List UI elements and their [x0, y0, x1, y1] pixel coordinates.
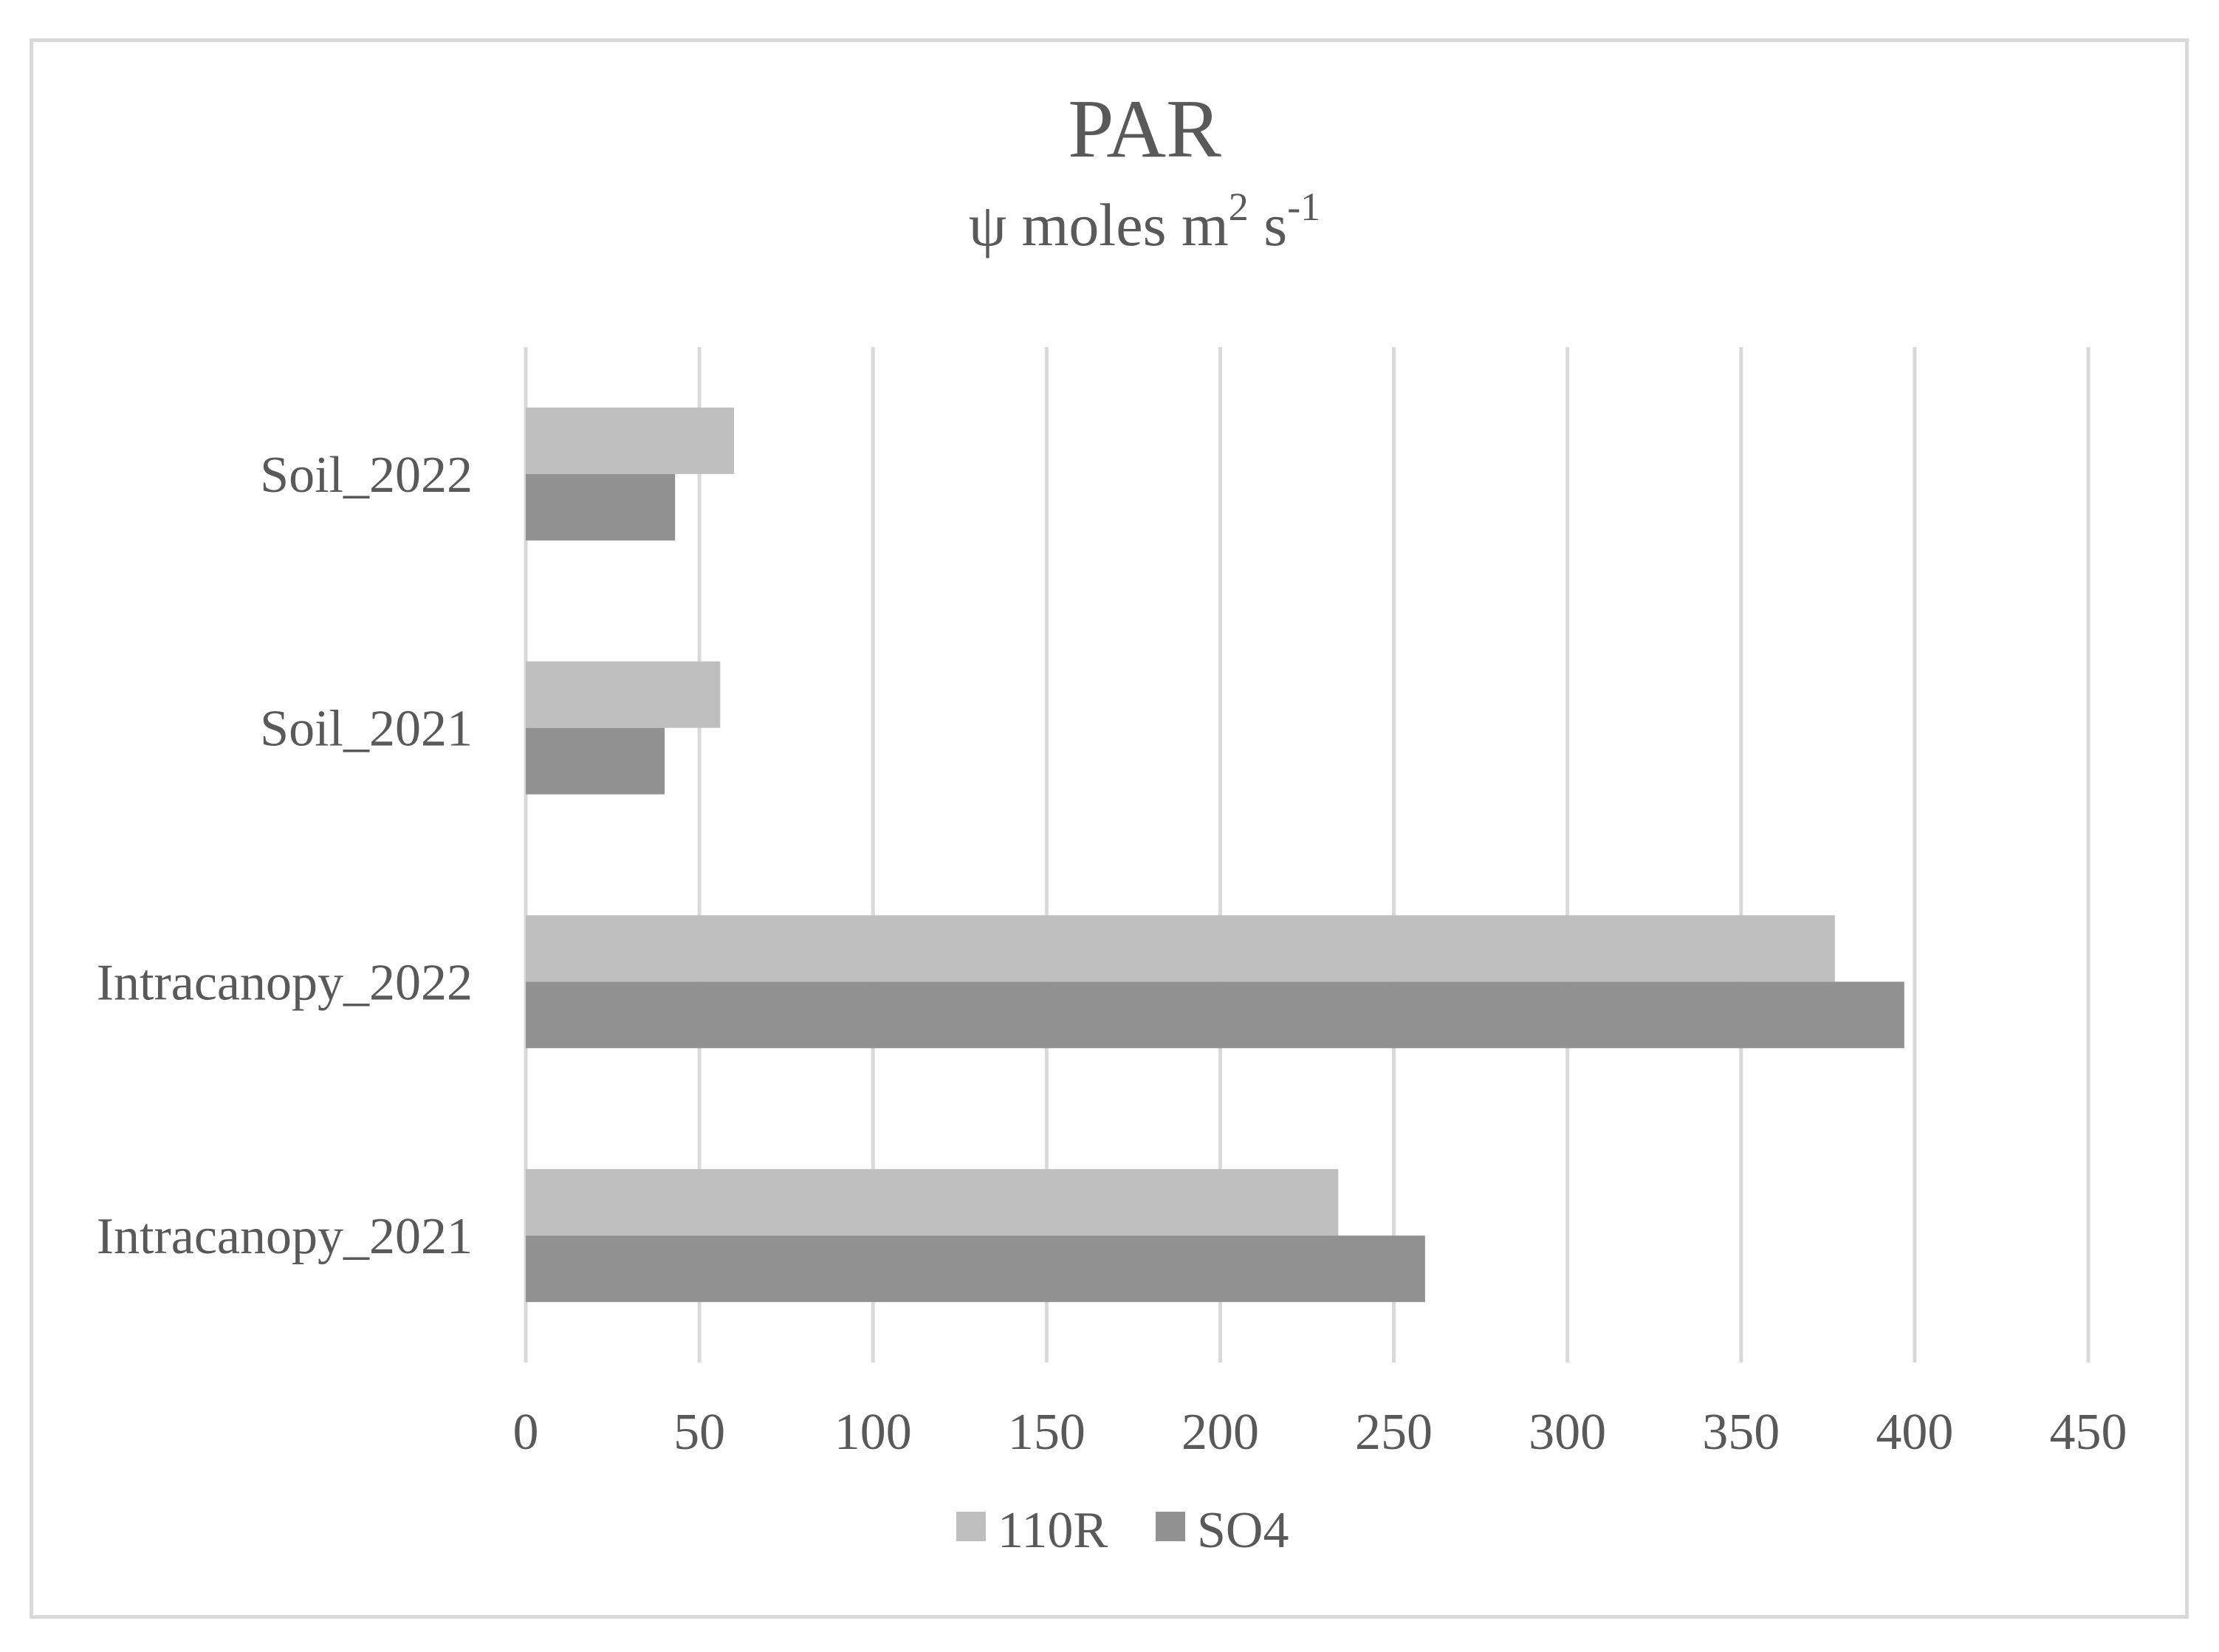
- legend-label-SO4: SO4: [1197, 1502, 1289, 1559]
- bar-layer: [526, 407, 1904, 1303]
- bar-SO4-Intracanopy_2021: [526, 1235, 1425, 1303]
- chart-subtitle-prefix: ψ moles m: [969, 191, 1229, 258]
- legend-swatch-SO4: [1156, 1512, 1185, 1541]
- x-tick-label: 100: [834, 1404, 912, 1461]
- chart-subtitle-sup2: -1: [1287, 185, 1320, 229]
- x-tick-label: 400: [1876, 1404, 1953, 1461]
- chart-title: PAR: [1068, 83, 1221, 175]
- chart-subtitle: ψ moles m2 s-1: [969, 185, 1320, 258]
- y-tick-labels: Intracanopy_2021 Intracanopy_2022 Soil_202…: [97, 447, 473, 1265]
- x-tick-label: 200: [1181, 1404, 1259, 1461]
- y-tick-label: Soil_2021: [260, 701, 473, 758]
- legend-swatch-110R: [956, 1512, 986, 1541]
- chart-frame: [30, 38, 2189, 1619]
- chart-subtitle-sup1: 2: [1229, 185, 1249, 229]
- x-tick-label: 50: [673, 1404, 725, 1461]
- legend: 110R SO4: [956, 1502, 1289, 1559]
- chart-subtitle-mid: s: [1249, 191, 1287, 258]
- y-tick-label: Soil_2022: [260, 447, 473, 504]
- bar-SO4-Soil_2021: [526, 727, 665, 795]
- y-tick-label: Intracanopy_2022: [97, 954, 473, 1011]
- x-tick-label: 0: [513, 1404, 539, 1461]
- x-tick-label: 250: [1355, 1404, 1433, 1461]
- bar-110R-Soil_2022: [526, 407, 735, 474]
- bar-110R-Intracanopy_2022: [526, 915, 1835, 982]
- x-tick-label: 450: [2050, 1404, 2127, 1461]
- x-tick-labels: 0 50 100 150 200 250 300 350 400 450: [513, 1404, 2127, 1461]
- bar-110R-Intracanopy_2021: [526, 1169, 1339, 1236]
- y-tick-label: Intracanopy_2021: [97, 1208, 473, 1265]
- bar-SO4-Intracanopy_2022: [526, 981, 1904, 1049]
- x-tick-label: 150: [1008, 1404, 1086, 1461]
- legend-label-110R: 110R: [998, 1502, 1108, 1559]
- x-tick-label: 350: [1702, 1404, 1780, 1461]
- bar-SO4-Soil_2022: [526, 473, 676, 541]
- x-tick-label: 300: [1529, 1404, 1606, 1461]
- bar-110R-Soil_2021: [526, 661, 721, 728]
